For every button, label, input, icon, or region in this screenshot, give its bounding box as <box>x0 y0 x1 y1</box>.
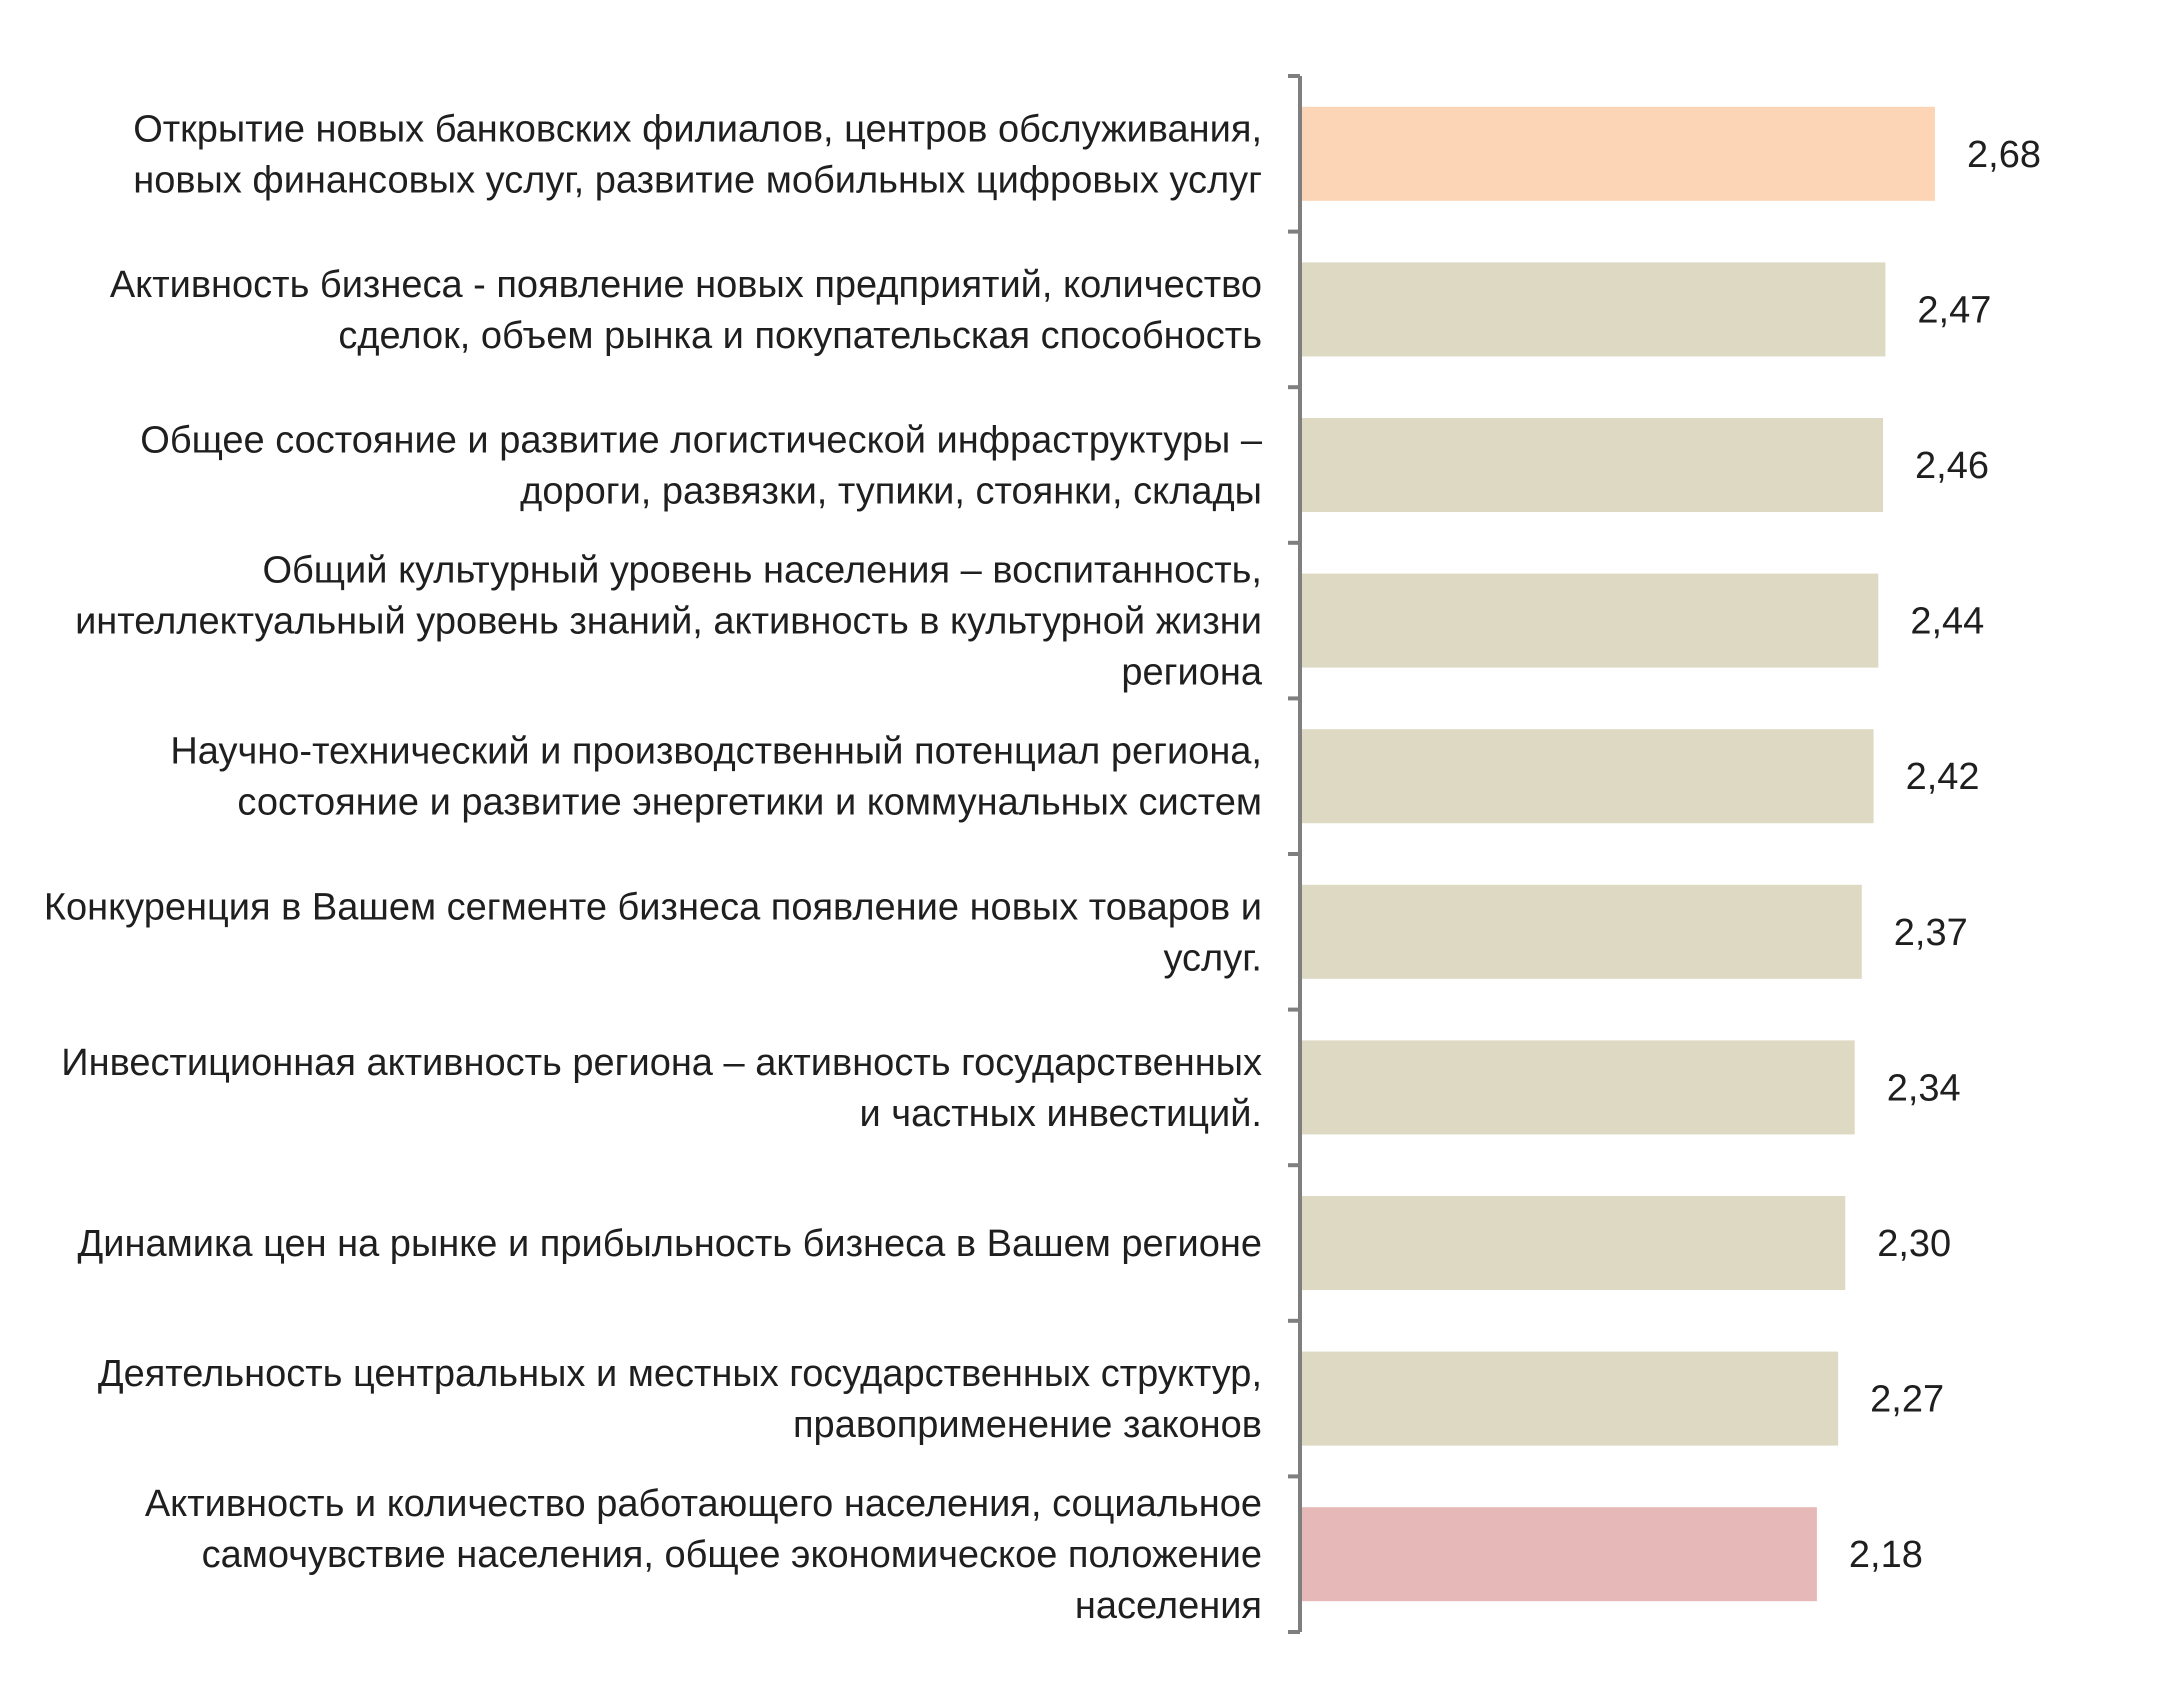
category-label-4: Общий культурный уровень населения – вос… <box>75 550 1263 694</box>
category-axis <box>1288 74 1302 1634</box>
category-label-9: Деятельность центральных и местных госуд… <box>98 1353 1262 1446</box>
bar-6 <box>1302 884 1862 979</box>
bar-7 <box>1302 1040 1855 1135</box>
bar-10 <box>1302 1507 1817 1602</box>
category-label-10: Активность и количество работающего насе… <box>145 1483 1262 1627</box>
value-label-6: 2,37 <box>1894 912 1968 954</box>
bar-9 <box>1302 1351 1839 1446</box>
category-label-5: Научно-технический и производственный по… <box>170 731 1262 824</box>
bar-4 <box>1302 573 1879 668</box>
category-label-6: Конкуренция в Вашем сегменте бизнеса поя… <box>44 886 1262 979</box>
bar-3 <box>1302 418 1884 512</box>
bar-8 <box>1302 1196 1846 1290</box>
value-label-9: 2,27 <box>1870 1379 1944 1421</box>
category-label-8: Динамика цен на рынке и прибыльность биз… <box>78 1223 1262 1265</box>
category-label-2: Активность бизнеса - появление новых пре… <box>110 264 1262 357</box>
value-label-5: 2,42 <box>1906 756 1980 798</box>
category-labels-group: Открытие новых банковских филиалов, цент… <box>44 108 1263 1627</box>
value-label-7: 2,34 <box>1887 1067 1961 1109</box>
category-label-7: Инвестиционная активность региона – акти… <box>61 1042 1262 1135</box>
category-label-1: Открытие новых банковских филиалов, цент… <box>133 108 1262 201</box>
value-label-4: 2,44 <box>1910 601 1984 643</box>
value-labels-group: 2,68 2,47 2,46 2,44 2,42 2,37 2,34 2,30 2,27 2,18 <box>1849 134 2041 1576</box>
bar-1 <box>1302 106 1935 201</box>
category-label-3: Общее состояние и развитие логистической… <box>140 420 1263 513</box>
bars-group <box>1302 106 1935 1602</box>
value-label-1: 2,68 <box>1967 134 2041 176</box>
value-label-10: 2,18 <box>1849 1534 1923 1576</box>
bar-5 <box>1302 729 1874 824</box>
bar-2 <box>1302 262 1886 357</box>
value-label-3: 2,46 <box>1915 445 1989 487</box>
value-label-8: 2,30 <box>1877 1223 1951 1265</box>
value-label-2: 2,47 <box>1917 289 1991 331</box>
